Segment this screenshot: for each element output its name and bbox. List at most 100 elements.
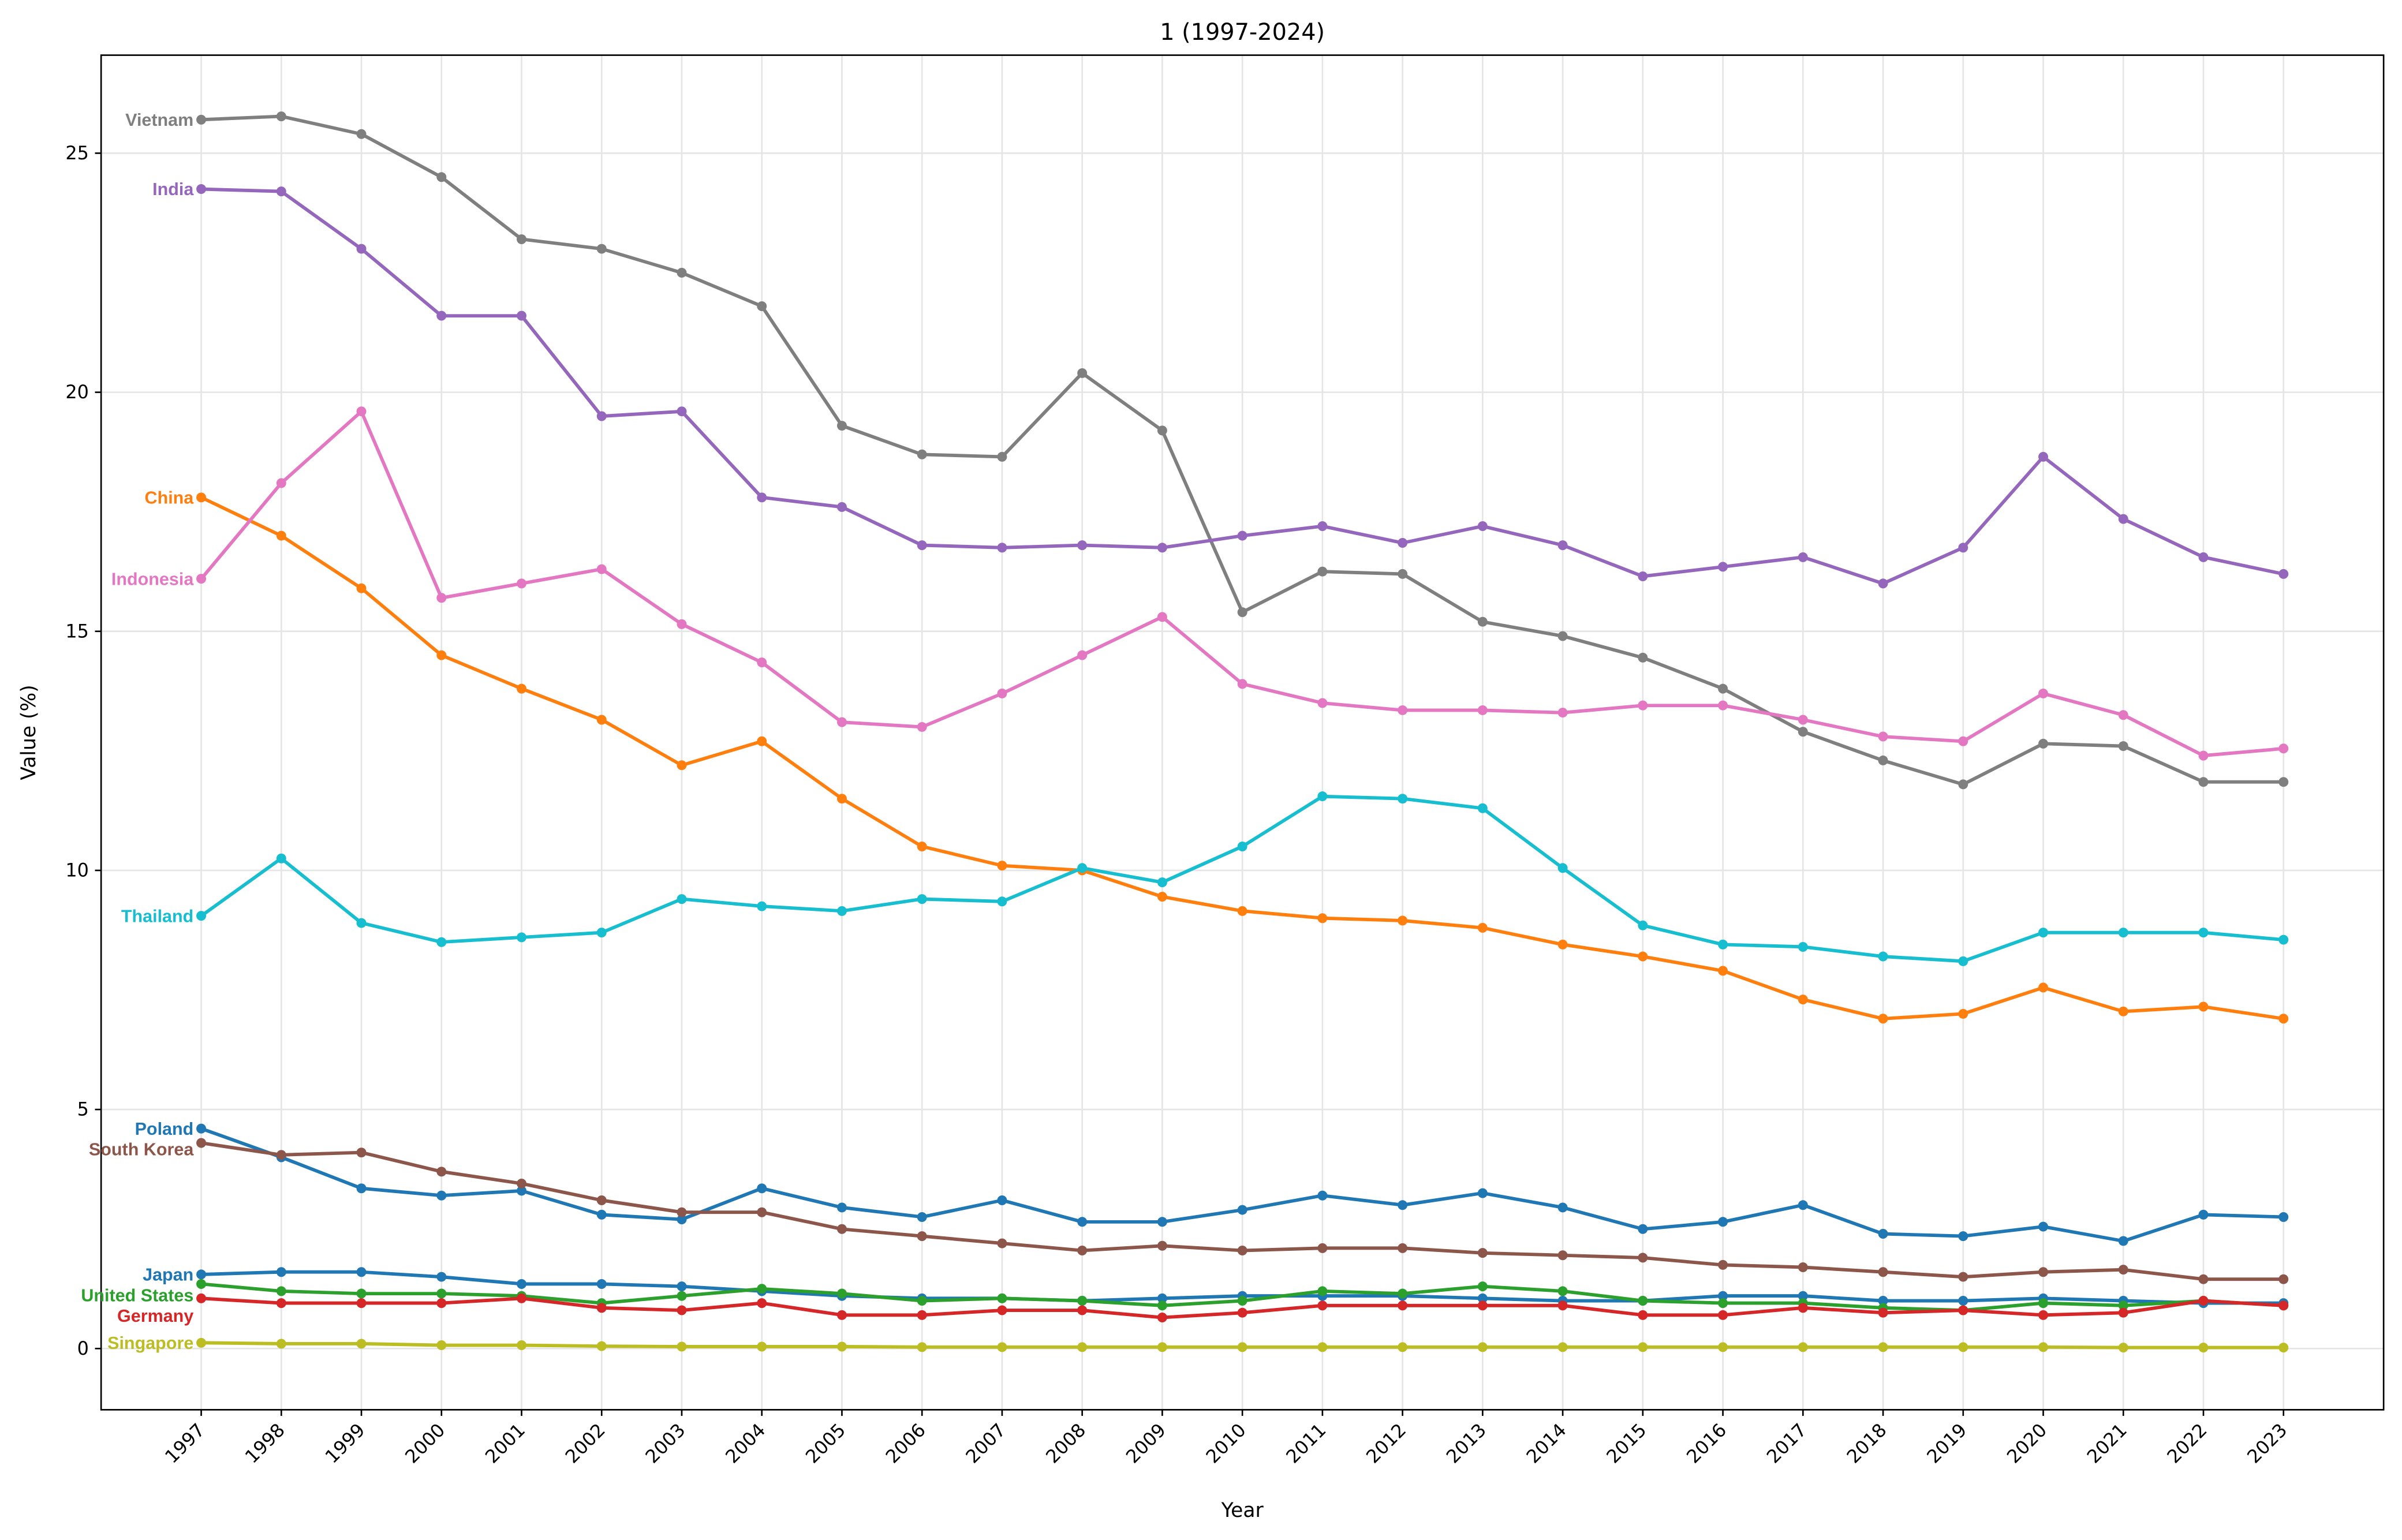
data-point-indonesia — [2198, 750, 2209, 761]
data-point-germany — [2038, 1310, 2049, 1320]
data-point-germany — [1718, 1310, 1728, 1320]
data-point-vietnam — [1077, 368, 1088, 378]
data-point-united-states — [1638, 1295, 1648, 1306]
data-point-poland — [917, 1212, 927, 1223]
data-point-thailand — [1878, 951, 1888, 962]
data-point-germany — [196, 1293, 207, 1303]
data-point-china — [196, 492, 207, 503]
chart-title: 1 (1997-2024) — [1160, 19, 1325, 46]
data-point-south-korea — [2278, 1274, 2289, 1284]
data-point-thailand — [1798, 941, 1808, 952]
data-point-thailand — [1557, 863, 1568, 873]
data-point-singapore — [2198, 1343, 2209, 1353]
data-point-poland — [836, 1202, 847, 1213]
series-label-thailand: Thailand — [121, 906, 193, 926]
data-point-poland — [1398, 1200, 1408, 1210]
data-point-india — [1958, 543, 1968, 553]
data-point-india — [196, 184, 207, 195]
data-point-india — [1798, 552, 1808, 562]
data-point-indonesia — [436, 593, 447, 603]
data-point-vietnam — [677, 267, 687, 278]
data-point-indonesia — [356, 406, 367, 417]
data-point-thailand — [1317, 791, 1328, 802]
data-point-singapore — [436, 1340, 447, 1351]
data-point-united-states — [677, 1291, 687, 1301]
data-point-south-korea — [1878, 1267, 1888, 1277]
data-point-india — [2198, 552, 2209, 562]
data-point-united-states — [2118, 1300, 2128, 1311]
data-point-vietnam — [1477, 616, 1488, 627]
data-point-south-korea — [997, 1238, 1007, 1249]
data-point-thailand — [196, 911, 207, 921]
data-point-vietnam — [1638, 652, 1648, 663]
data-point-vietnam — [1317, 566, 1328, 577]
data-point-germany — [1638, 1310, 1648, 1320]
series-label-poland: Poland — [135, 1119, 194, 1139]
data-point-vietnam — [1157, 425, 1167, 436]
data-point-united-states — [1398, 1288, 1408, 1299]
data-point-japan — [1718, 1291, 1728, 1301]
series-vietnam — [196, 111, 2289, 790]
data-point-singapore — [1398, 1342, 1408, 1352]
data-point-india — [1557, 540, 1568, 551]
data-point-china — [596, 715, 607, 725]
data-point-vietnam — [517, 234, 527, 244]
series-label-japan: Japan — [143, 1265, 193, 1285]
data-point-vietnam — [2278, 777, 2289, 787]
data-point-south-korea — [436, 1167, 447, 1177]
data-point-indonesia — [1477, 705, 1488, 715]
data-point-india — [1157, 543, 1167, 553]
data-point-vietnam — [596, 244, 607, 254]
data-point-united-states — [757, 1284, 767, 1294]
series-germany — [196, 1293, 2289, 1322]
data-point-china — [1557, 939, 1568, 950]
data-point-india — [2278, 569, 2289, 579]
series-label-china: China — [145, 488, 195, 507]
data-point-indonesia — [677, 619, 687, 629]
data-point-japan — [677, 1281, 687, 1292]
series-label-vietnam: Vietnam — [125, 110, 193, 130]
data-point-china — [677, 760, 687, 771]
data-point-india — [1718, 562, 1728, 572]
data-point-singapore — [1477, 1342, 1488, 1352]
data-point-vietnam — [196, 114, 207, 125]
data-point-germany — [2198, 1295, 2209, 1306]
data-point-south-korea — [1077, 1246, 1088, 1255]
data-point-germany — [1398, 1300, 1408, 1311]
data-point-south-korea — [2038, 1267, 2049, 1277]
data-point-thailand — [2038, 928, 2049, 938]
data-point-south-korea — [196, 1138, 207, 1148]
data-point-japan — [436, 1272, 447, 1282]
data-point-poland — [1157, 1217, 1167, 1227]
data-point-vietnam — [2198, 777, 2209, 787]
data-point-thailand — [436, 937, 447, 947]
data-point-thailand — [836, 906, 847, 916]
data-point-india — [1237, 530, 1247, 541]
data-point-poland — [1638, 1224, 1648, 1234]
data-point-germany — [1557, 1300, 1568, 1311]
data-point-united-states — [917, 1295, 927, 1306]
data-point-thailand — [677, 894, 687, 904]
series-singapore — [196, 1337, 2289, 1353]
data-point-indonesia — [596, 564, 607, 574]
data-point-vietnam — [1398, 569, 1408, 579]
data-point-singapore — [356, 1339, 367, 1349]
data-point-indonesia — [1798, 715, 1808, 725]
data-point-india — [596, 411, 607, 421]
data-point-india — [1878, 578, 1888, 589]
series-labels: Vietnam India China Indonesia Thailand Poland… — [81, 110, 194, 1353]
y-tick-label: 5 — [77, 1098, 89, 1120]
data-point-china — [1398, 915, 1408, 926]
data-point-vietnam — [1798, 727, 1808, 737]
y-tick-label: 25 — [65, 142, 89, 164]
data-point-south-korea — [757, 1207, 767, 1217]
data-point-germany — [1878, 1307, 1888, 1318]
data-point-india — [1398, 538, 1408, 548]
data-point-poland — [2198, 1209, 2209, 1220]
data-point-indonesia — [2038, 688, 2049, 698]
data-point-china — [356, 583, 367, 593]
data-point-japan — [517, 1279, 527, 1289]
x-axis-label: Year — [1221, 1499, 1264, 1522]
data-point-indonesia — [757, 657, 767, 668]
data-point-singapore — [2278, 1343, 2289, 1353]
